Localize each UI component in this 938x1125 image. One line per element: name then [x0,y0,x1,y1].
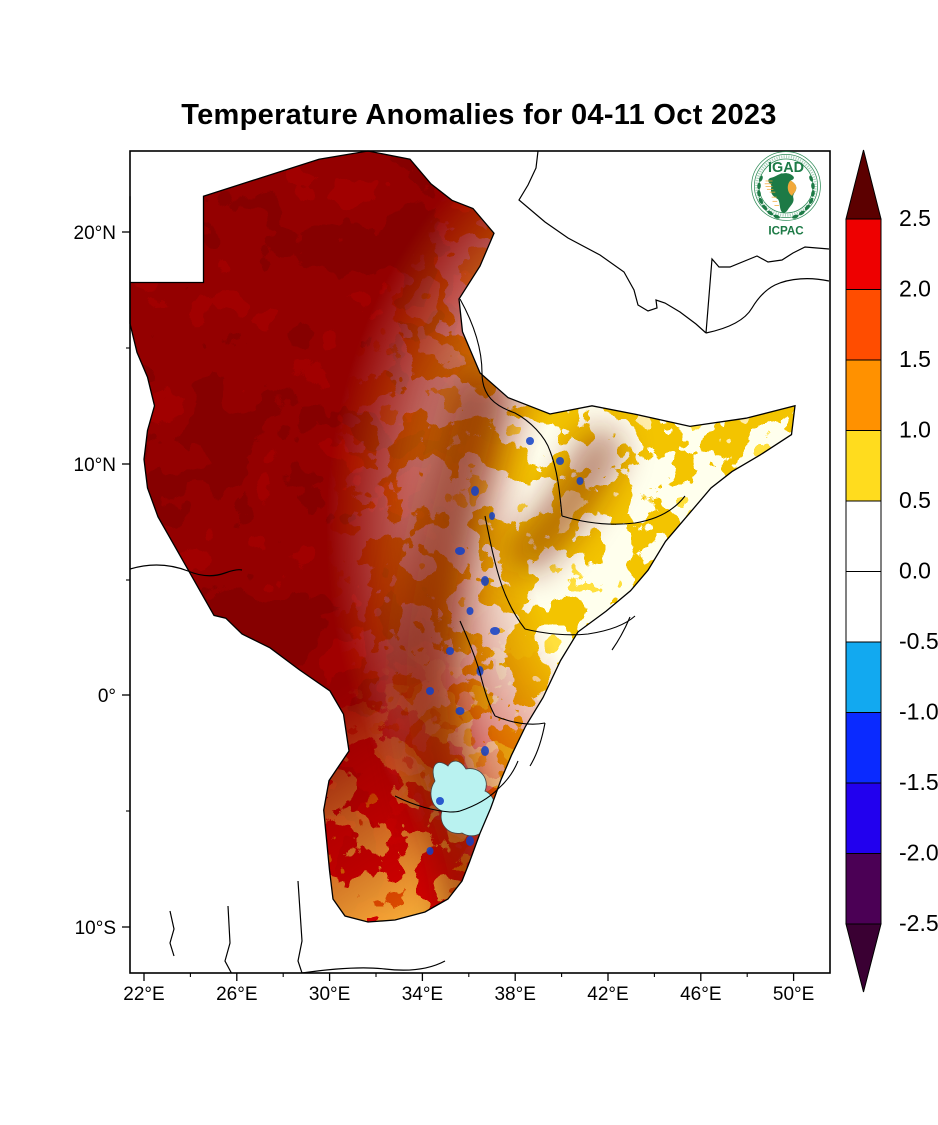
svg-text:34°E: 34°E [402,984,443,1005]
svg-text:10°S: 10°S [75,918,116,939]
svg-text:0°: 0° [98,686,116,707]
svg-text:26°E: 26°E [216,984,257,1005]
svg-text:1.5: 1.5 [899,346,931,372]
svg-text:-0.5: -0.5 [899,628,938,654]
svg-text:-2.0: -2.0 [899,840,938,866]
svg-text:1.0: 1.0 [899,417,931,443]
svg-text:38°E: 38°E [494,984,535,1005]
svg-text:ICPAC: ICPAC [768,224,804,237]
svg-text:-1.0: -1.0 [899,699,938,725]
svg-text:30°E: 30°E [309,984,350,1005]
svg-text:10°N: 10°N [74,455,116,476]
svg-text:22°E: 22°E [123,984,164,1005]
svg-text:2.5: 2.5 [899,205,931,231]
svg-text:20°N: 20°N [74,223,116,244]
svg-text:42°E: 42°E [587,984,628,1005]
svg-text:2.0: 2.0 [899,276,931,302]
svg-text:0.5: 0.5 [899,487,931,513]
svg-text:-2.5: -2.5 [899,910,938,936]
svg-text:0.0: 0.0 [899,558,931,584]
svg-text:-1.5: -1.5 [899,769,938,795]
svg-text:46°E: 46°E [680,984,721,1005]
svg-text:50°E: 50°E [773,984,814,1005]
